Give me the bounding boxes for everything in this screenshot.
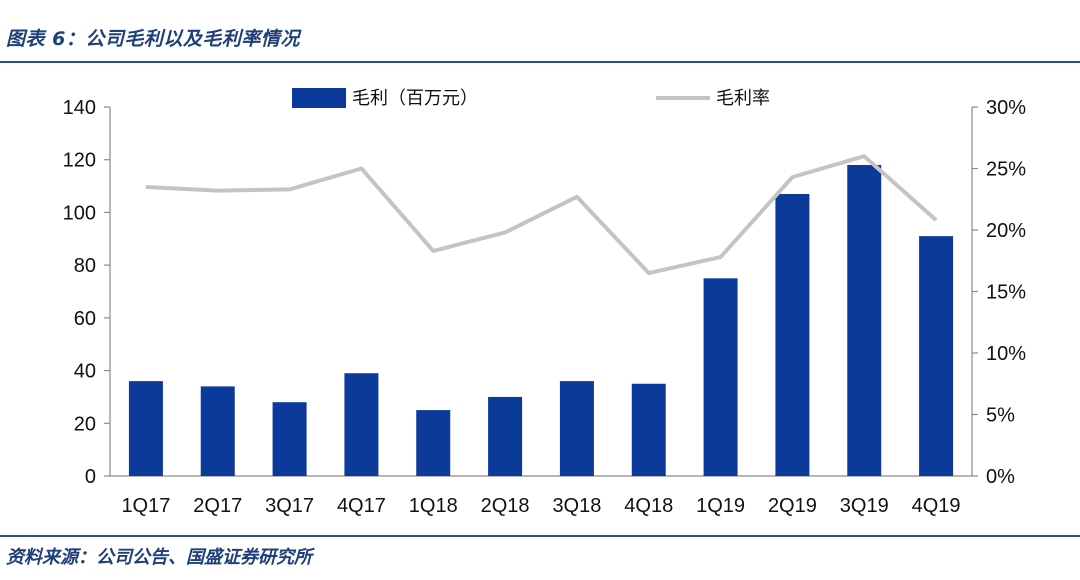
bar-2Q18 [488, 396, 523, 476]
bar-3Q18 [559, 381, 594, 476]
axes: 0 20 40 60 80 100 120 140 0% 5% 10% 15% 20% 25% 30% 1Q1… [63, 97, 1027, 517]
right-tick-label: 0% [986, 466, 1015, 488]
line-point-3Q17 [289, 188, 291, 190]
line-point-3Q19 [863, 155, 865, 157]
left-tick-label: 80 [74, 255, 96, 277]
footer-divider [0, 535, 1080, 537]
source-note: 资料来源：公司公告、国盛证券研究所 [6, 547, 312, 568]
left-tick-label: 20 [74, 413, 96, 435]
right-tick-label: 5% [986, 405, 1015, 427]
x-tick-label: 4Q18 [624, 495, 673, 517]
margin-line [145, 154, 938, 276]
line-point-4Q19 [935, 219, 937, 221]
x-tick-label: 4Q17 [337, 495, 386, 517]
x-tick-label: 1Q17 [121, 495, 170, 517]
left-tick-label: 120 [63, 150, 96, 172]
line-point-3Q18 [576, 196, 578, 198]
bar-2Q17 [200, 386, 235, 476]
bar-1Q19 [703, 278, 738, 476]
bar-4Q19 [919, 236, 954, 476]
line-point-2Q17 [217, 190, 219, 192]
left-tick-label: 40 [74, 361, 96, 383]
bar-1Q18 [416, 410, 451, 476]
x-tick-label: 2Q18 [481, 495, 530, 517]
left-tick-label: 60 [74, 308, 96, 330]
legend-line-label: 毛利率 [716, 88, 770, 109]
x-tick-label: 2Q19 [768, 495, 817, 517]
header-divider [0, 61, 1080, 63]
right-tick-label: 25% [986, 159, 1026, 181]
x-tick-label: 1Q18 [409, 495, 458, 517]
bar-4Q17 [344, 373, 379, 476]
left-tick-label: 100 [63, 202, 96, 224]
line-point-2Q18 [504, 231, 506, 233]
bar-1Q17 [128, 381, 163, 476]
combo-chart: 0 20 40 60 80 100 120 140 0% 5% 10% 15% 20% 25% 30% 1Q1… [63, 88, 1027, 517]
line-point-1Q19 [720, 256, 722, 258]
bar-series [128, 164, 954, 476]
line-point-1Q17 [145, 186, 147, 188]
legend: 毛利（百万元） 毛利率 [292, 88, 770, 109]
line-point-1Q18 [432, 250, 434, 252]
x-tick-label: 1Q19 [696, 495, 745, 517]
right-tick-label: 20% [986, 220, 1026, 242]
legend-bar-label: 毛利（百万元） [352, 88, 478, 109]
page-title: 图表 6：公司毛利以及毛利率情况 [6, 28, 300, 50]
bar-2Q19 [775, 193, 810, 476]
x-tick-label: 3Q17 [265, 495, 314, 517]
right-tick-label: 30% [986, 97, 1026, 119]
x-tick-label: 4Q19 [912, 495, 961, 517]
bar-4Q18 [631, 383, 666, 476]
line-series [145, 154, 938, 276]
right-tick-label: 10% [986, 343, 1026, 365]
line-point-4Q17 [360, 168, 362, 169]
x-tick-label: 2Q17 [193, 495, 242, 517]
bar-3Q19 [847, 164, 882, 476]
legend-bar-swatch [292, 88, 346, 108]
line-point-2Q19 [791, 176, 793, 178]
left-tick-label: 0 [85, 466, 96, 488]
line-point-4Q18 [648, 272, 650, 274]
x-tick-label: 3Q19 [840, 495, 889, 517]
x-tick-label: 3Q18 [552, 495, 601, 517]
bar-3Q17 [272, 402, 307, 476]
right-tick-label: 15% [986, 282, 1026, 304]
left-tick-label: 140 [63, 97, 96, 119]
